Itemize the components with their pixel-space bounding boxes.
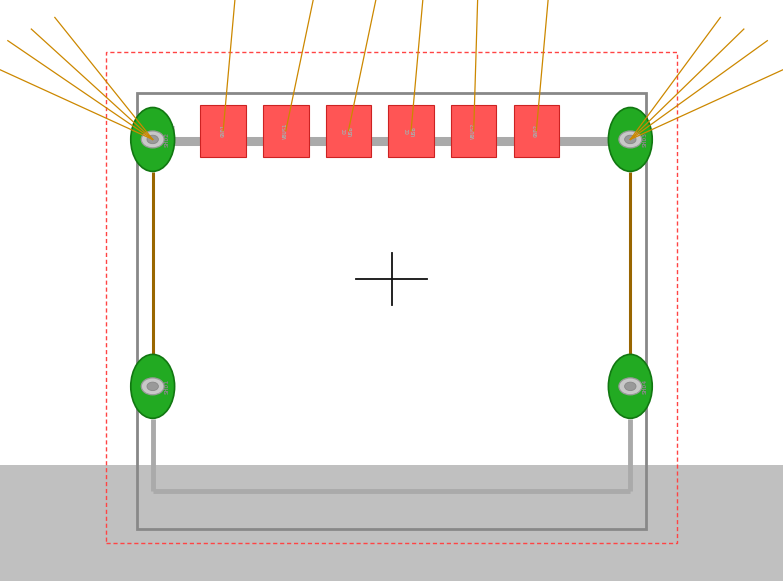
Ellipse shape [147,382,158,390]
Text: CC
USB: CC USB [406,126,417,135]
Text: SHD4: SHD4 [642,379,648,394]
Text: SHD2: SHD2 [164,132,170,147]
Text: CC
USB: CC USB [343,126,354,135]
Text: VBUS2: VBUS2 [471,123,476,139]
Text: SHD1: SHD1 [164,379,170,394]
Text: VBUS1: VBUS1 [283,123,288,139]
Bar [137,93,646,529]
Ellipse shape [141,131,164,148]
Ellipse shape [147,135,158,144]
Bar [0,465,783,581]
Ellipse shape [131,354,175,418]
Ellipse shape [619,131,642,148]
Bar [263,105,309,157]
Ellipse shape [619,378,642,395]
Ellipse shape [131,107,175,171]
Bar [106,52,677,543]
Bar [388,105,434,157]
Text: GND2: GND2 [534,124,539,137]
Ellipse shape [625,135,636,144]
Ellipse shape [625,382,636,390]
Text: GND1: GND1 [221,124,226,137]
Bar [326,105,371,157]
Ellipse shape [141,378,164,395]
Bar [514,105,559,157]
Bar [200,105,246,157]
Ellipse shape [608,107,652,171]
Bar [451,105,496,157]
Text: SHD3: SHD3 [642,132,648,147]
Ellipse shape [608,354,652,418]
